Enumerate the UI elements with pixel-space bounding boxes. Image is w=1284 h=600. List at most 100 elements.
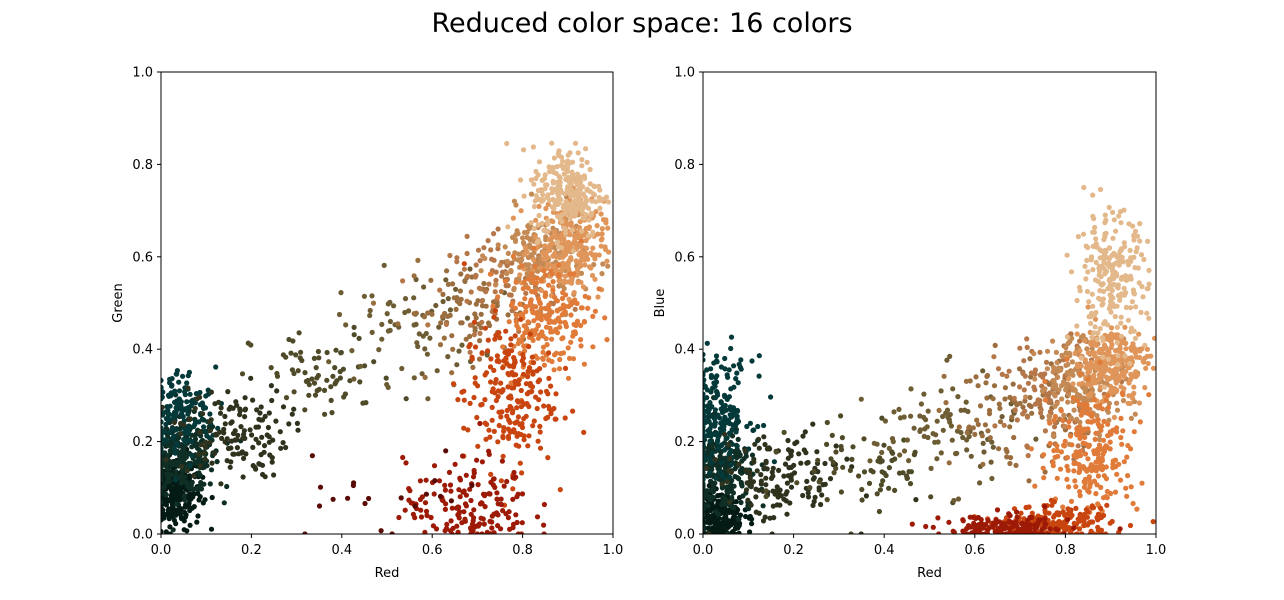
scatter-point: [509, 300, 516, 307]
scatter-point: [1032, 526, 1038, 532]
scatter-point: [548, 329, 554, 335]
scatter-point: [212, 450, 218, 456]
scatter-point: [242, 406, 249, 412]
scatter-point: [511, 469, 517, 476]
scatter-point: [181, 493, 187, 499]
scatter-point: [1043, 359, 1050, 365]
scatter-point: [1063, 385, 1070, 391]
scatter-point: [534, 368, 540, 374]
scatter-point: [191, 473, 197, 479]
scatter-point: [1117, 297, 1123, 303]
scatter-point: [781, 429, 787, 435]
scatter-point: [861, 436, 867, 442]
scatter-point: [1126, 355, 1132, 361]
scatter-point: [505, 384, 511, 390]
scatter-point: [560, 254, 566, 260]
scatter-point: [1093, 459, 1099, 465]
scatter-point: [995, 366, 1002, 372]
scatter-point: [928, 465, 934, 471]
scatter-point: [734, 455, 740, 461]
scatter-point: [580, 284, 587, 290]
scatter-point: [581, 429, 587, 435]
scatter-point: [763, 458, 769, 464]
scatter-point: [963, 378, 970, 384]
scatter-point: [1084, 468, 1090, 474]
scatter-point: [504, 407, 510, 413]
scatter-point: [863, 493, 870, 499]
scatter-point: [1082, 389, 1088, 395]
scatter-point: [227, 464, 233, 470]
scatter-point: [518, 404, 525, 410]
scatter-point: [906, 469, 912, 475]
scatter-point: [498, 496, 504, 502]
scatter-point: [703, 398, 706, 404]
scatter-point: [557, 175, 563, 181]
scatter-point: [1118, 220, 1124, 226]
scatter-point: [594, 223, 600, 229]
scatter-point: [478, 325, 484, 331]
scatter-point: [1089, 467, 1095, 473]
scatter-point: [443, 448, 449, 454]
scatter-point: [549, 319, 555, 325]
scatter-point: [705, 432, 711, 438]
scatter-point: [1054, 447, 1060, 453]
scatter-point: [849, 456, 855, 462]
scatter-point: [705, 428, 711, 434]
scatter-point: [1068, 269, 1075, 275]
scatter-point: [1131, 390, 1137, 396]
scatter-point: [703, 404, 706, 410]
scatter-point: [542, 272, 549, 278]
scatter-point: [428, 277, 434, 283]
scatter-point: [575, 266, 581, 272]
scatter-point: [1114, 365, 1120, 371]
scatter-point: [944, 357, 950, 363]
scatter-point: [1077, 348, 1083, 354]
scatter-point: [543, 205, 549, 212]
scatter-point: [207, 481, 213, 487]
scatter-point: [423, 491, 429, 497]
scatter-point: [1114, 471, 1120, 477]
scatter-point: [196, 419, 202, 425]
scatter-point: [1077, 338, 1083, 344]
scatter-point: [498, 478, 504, 484]
scatter-point: [1097, 288, 1103, 294]
scatter-point: [743, 487, 750, 493]
scatter-point: [1130, 287, 1136, 293]
scatter-point: [358, 363, 364, 369]
scatter-point: [283, 395, 290, 401]
scatter-point: [497, 262, 503, 268]
scatter-point: [1124, 493, 1130, 499]
scatter-point: [1128, 371, 1134, 377]
scatter-point: [1033, 531, 1039, 534]
scatter-point: [471, 332, 477, 338]
scatter-point: [936, 407, 942, 413]
scatter-point: [1113, 252, 1119, 258]
scatter-point: [859, 486, 865, 493]
scatter-point: [477, 420, 483, 427]
scatter-point: [1065, 399, 1071, 405]
scatter-point: [545, 455, 551, 461]
scatter-point: [974, 529, 980, 534]
scatter-point: [565, 174, 571, 180]
scatter-point: [367, 307, 373, 314]
scatter-point: [302, 370, 308, 376]
scatter-point: [977, 403, 984, 409]
scatter-point: [761, 422, 767, 429]
scatter-point: [896, 406, 902, 412]
scatter-point: [1093, 491, 1099, 497]
scatter-point: [322, 411, 328, 417]
scatter-point: [189, 453, 195, 459]
scatter-point: [165, 507, 171, 513]
scatter-point: [1021, 387, 1027, 393]
scatter-point: [1101, 237, 1107, 243]
scatter-point: [883, 472, 889, 479]
scatter-point: [178, 514, 184, 520]
scatter-point: [747, 470, 753, 476]
scatter-point: [975, 421, 981, 428]
scatter-point: [534, 275, 540, 281]
scatter-point: [238, 424, 244, 430]
scatter-point: [1089, 310, 1095, 316]
scatter-point: [922, 426, 928, 432]
scatter-point: [461, 266, 467, 272]
scatter-point: [494, 490, 500, 496]
